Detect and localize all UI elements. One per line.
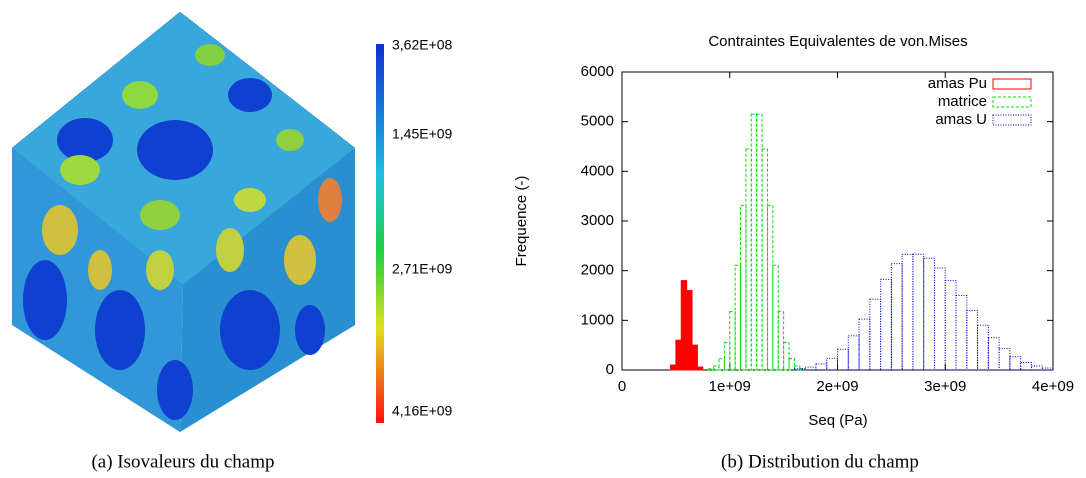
y-tick-label: 4000 xyxy=(581,162,614,179)
histogram-bar xyxy=(858,318,871,371)
x-tick-label: 3e+09 xyxy=(924,378,966,395)
legend-swatch xyxy=(992,96,1032,108)
histogram-bar xyxy=(675,339,682,371)
histogram-bar xyxy=(1041,367,1054,371)
histogram-bar xyxy=(837,348,849,371)
histogram-bar xyxy=(966,309,979,371)
histogram-bar xyxy=(890,263,903,371)
caption: (a) Isovaleurs du champ xyxy=(91,451,274,472)
histogram-bar xyxy=(847,335,860,371)
colorbar-label: 2,71E+09 xyxy=(392,261,453,277)
x-tick-label: 1e+09 xyxy=(709,378,751,395)
histogram-bar xyxy=(977,324,989,371)
y-tick-label: 0 xyxy=(606,361,614,378)
x-axis-label: Seq (Pa) xyxy=(808,412,867,429)
y-tick-label: 2000 xyxy=(581,262,614,279)
x-tick-label: 4e+09 xyxy=(1032,378,1074,395)
histogram-bar xyxy=(955,295,968,371)
histogram-bar xyxy=(734,264,742,371)
colorbar-label: 1,45E+09 xyxy=(392,126,453,142)
histogram-bar xyxy=(777,311,785,371)
caption: (b) Distribution du champ xyxy=(721,451,919,472)
histogram-bar xyxy=(718,358,725,371)
histogram-bar xyxy=(944,280,957,371)
histogram-bar xyxy=(788,358,795,371)
histogram-bar xyxy=(772,264,779,371)
histogram-bar xyxy=(783,341,790,371)
histogram-bar xyxy=(766,205,774,371)
histogram-bar xyxy=(793,365,801,371)
x-tick-label: 0 xyxy=(618,378,626,395)
histogram-bar xyxy=(740,205,747,371)
histogram-bar xyxy=(756,113,763,371)
histogram-bar xyxy=(713,365,720,371)
y-tick-label: 6000 xyxy=(581,63,614,80)
y-tick-label: 5000 xyxy=(581,113,614,130)
histogram-bar xyxy=(745,148,752,371)
colorbar-label: 4,16E+09 xyxy=(392,403,453,419)
histogram-bar xyxy=(998,348,1011,371)
histogram-bar xyxy=(696,366,704,371)
histogram-bar xyxy=(923,257,935,371)
y-tick-label: 1000 xyxy=(581,311,614,328)
histogram-bar xyxy=(901,253,914,371)
legend-label: amas U xyxy=(935,111,987,128)
histogram-bar xyxy=(1009,356,1022,371)
histogram-bar xyxy=(804,366,817,371)
colorbar-label: 3,62E+08 xyxy=(392,37,453,53)
histogram-bar xyxy=(691,344,698,371)
histogram-bar xyxy=(669,364,677,371)
histogram-bar xyxy=(686,290,693,371)
histogram-bar xyxy=(815,363,828,371)
histogram-bar xyxy=(933,267,946,371)
colorbar xyxy=(376,44,384,423)
histogram-bar xyxy=(826,357,838,371)
legend-swatch xyxy=(992,78,1032,90)
histogram-bar xyxy=(880,278,892,371)
histogram-bar xyxy=(987,337,1000,371)
histogram-bar xyxy=(761,148,768,371)
histogram-bar xyxy=(1020,362,1032,371)
legend-label: amas Pu xyxy=(928,75,987,92)
histogram-bar xyxy=(680,280,688,371)
histogram-bar xyxy=(869,298,882,371)
cube xyxy=(11,11,356,432)
histogram-bar xyxy=(723,341,731,371)
y-axis-label: Frequence (-) xyxy=(513,176,530,267)
y-tick-label: 3000 xyxy=(581,212,614,229)
chart-title: Contraintes Equivalentes de von.Mises xyxy=(708,33,967,50)
x-tick-label: 2e+09 xyxy=(816,378,858,395)
histogram-bar xyxy=(1030,365,1043,371)
histogram-bar xyxy=(729,311,736,371)
legend-label: matrice xyxy=(938,93,987,110)
legend-swatch xyxy=(992,114,1032,126)
histogram-bar xyxy=(912,253,925,371)
histogram-bar xyxy=(793,368,806,371)
histogram-bar xyxy=(750,113,758,371)
